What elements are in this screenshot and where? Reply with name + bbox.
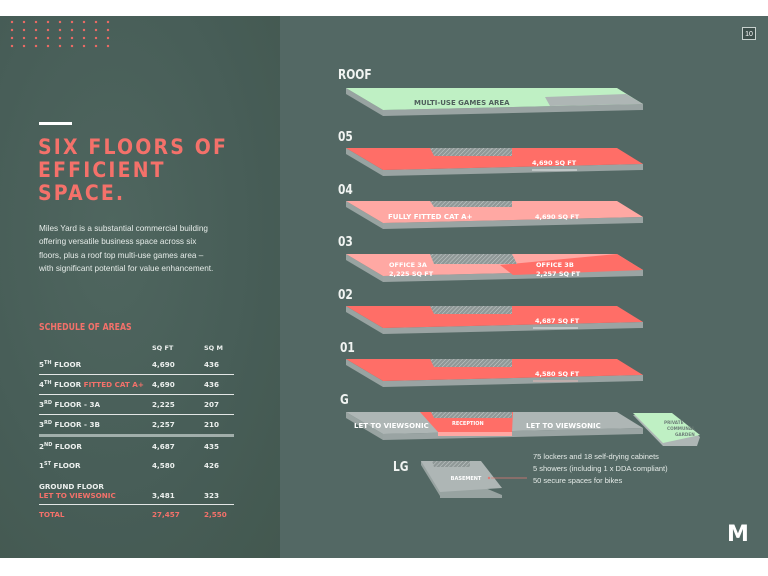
floor-01-area: 4,580 SQ FT: [535, 370, 580, 378]
left-panel: SIX FLOORS OF EFFICIENT SPACE. Miles Yar…: [0, 16, 280, 558]
floor-lower-ground: BASEMENT: [421, 461, 527, 498]
floor-02: [346, 306, 643, 334]
table-row: 3RD FLOOR - 3B 2,257 210: [39, 415, 234, 437]
table-row: 5TH FLOOR 4,690 436: [39, 355, 234, 375]
floor-05-area: 4,690 SQ FT: [532, 159, 577, 167]
title-rule: [39, 122, 72, 125]
headline-line-2: EFFICIENT SPACE.: [38, 158, 166, 205]
floor-05: [346, 148, 643, 176]
basement-label: BASEMENT: [451, 476, 482, 482]
table-row: 2ND FLOOR 4,687 435: [39, 442, 220, 451]
floor-label-01: 01: [340, 341, 355, 356]
table-row: 4TH FLOOR FITTED CAT A+ 4,690 436: [39, 375, 234, 395]
table-row: GROUND FLOOR LET TO VIEWSONIC 3,481 323: [39, 475, 234, 505]
floor-roof: [346, 88, 643, 116]
page-headline: SIX FLOORS OF EFFICIENT SPACE.: [38, 136, 256, 205]
floor-label-g: G: [340, 393, 349, 408]
headline-line-1: SIX FLOORS OF: [38, 135, 229, 159]
page-number: 10: [742, 27, 756, 40]
table-row: 3RD FLOOR - 3A 2,225 207: [39, 395, 234, 415]
floor-ground: [346, 412, 643, 440]
private-garden: [633, 413, 700, 446]
garden-label-1: PRIVATE: [664, 420, 684, 425]
floor-04: [346, 201, 643, 229]
intro-paragraph: Miles Yard is a substantial commercial b…: [39, 224, 214, 274]
schedule-table: SQ FT SQ M 5TH FLOOR 4,690 436 4TH FLOOR …: [39, 340, 234, 523]
floor-label-02: 02: [338, 288, 353, 303]
floor-02-area: 4,687 SQ FT: [535, 317, 580, 325]
col-header-sqm: SQ M: [204, 343, 223, 352]
table-row-total: TOTAL 27,457 2,550: [39, 509, 227, 519]
floor-label-04: 04: [338, 183, 353, 198]
office-3a-area: 2,225 SQ FT: [389, 270, 434, 278]
facility-note: 50 secure spaces for bikes: [533, 476, 623, 485]
office-3b-name: OFFICE 3B: [536, 261, 574, 269]
reception-label: RECEPTION: [452, 421, 484, 427]
facility-note: 75 lockers and 18 self-drying cabinets: [533, 452, 659, 461]
ground-right-tenant: LET TO VIEWSONIC: [526, 422, 601, 430]
floor-label-03: 03: [338, 235, 353, 250]
schedule-header: SQ FT SQ M: [39, 340, 234, 355]
office-3a-name: OFFICE 3A: [389, 261, 427, 269]
table-row: 1ST FLOOR 4,580 426: [39, 461, 220, 470]
garden-label-3: GARDEN: [675, 432, 695, 437]
basement-facilities: 75 lockers and 18 self-drying cabinets 5…: [533, 451, 668, 487]
floor-03: [346, 254, 643, 282]
logo: M: [727, 522, 749, 547]
floor-04-area: 4,690 SQ FT: [535, 213, 580, 221]
office-3b-area: 2,257 SQ FT: [536, 270, 581, 278]
col-header-sqft: SQ FT: [152, 343, 174, 352]
floor-04-fitout: FULLY FITTED CAT A+: [388, 213, 473, 221]
floor-label-roof: ROOF: [338, 68, 372, 83]
facility-note: 5 showers (including 1 x DDA compliant): [533, 464, 668, 473]
dot-pattern: [6, 18, 118, 50]
floor-label-lg: LG: [393, 460, 409, 475]
floor-label-05: 05: [338, 130, 353, 145]
ground-left-tenant: LET TO VIEWSONIC: [354, 422, 429, 430]
floor-01: [346, 359, 643, 387]
schedule-title: SCHEDULE OF AREAS: [39, 322, 132, 333]
roof-text: MULTI-USE GAMES AREA: [414, 99, 510, 107]
garden-label-2: COMMUNAL: [667, 426, 695, 431]
